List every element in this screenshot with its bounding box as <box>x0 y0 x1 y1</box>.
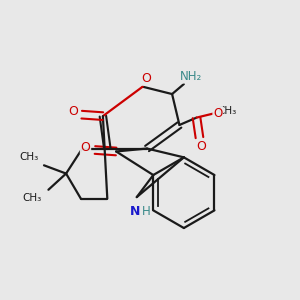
Text: O: O <box>68 105 78 118</box>
Text: O: O <box>81 141 91 154</box>
Text: CH₃: CH₃ <box>218 106 237 116</box>
Text: O: O <box>196 140 206 153</box>
Text: CH₃: CH₃ <box>20 152 39 162</box>
Text: O: O <box>141 72 151 85</box>
Text: CH₃: CH₃ <box>22 193 42 203</box>
Text: N: N <box>130 205 140 218</box>
Text: H: H <box>142 205 151 218</box>
Text: O: O <box>213 107 222 120</box>
Text: NH₂: NH₂ <box>180 70 202 83</box>
